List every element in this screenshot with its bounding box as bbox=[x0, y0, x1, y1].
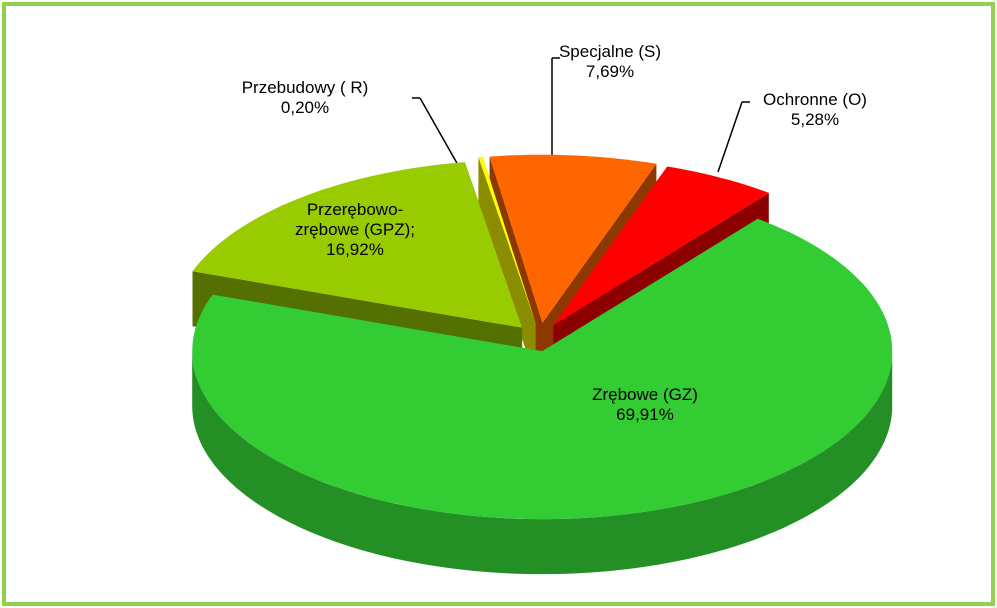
slice bbox=[192, 162, 523, 328]
leader-line bbox=[419, 97, 459, 166]
label-value: 69,91% bbox=[616, 405, 674, 424]
leader-line bbox=[717, 101, 743, 173]
data-label: Ochronne (O) 5,28% bbox=[735, 90, 895, 130]
slice bbox=[553, 166, 769, 326]
data-label: Specjalne (S) 7,69% bbox=[530, 42, 690, 82]
data-label: Zrębowe (GZ) 69,91% bbox=[585, 385, 705, 425]
label-value: 0,20% bbox=[280, 98, 330, 117]
label-value: 5,28% bbox=[790, 110, 840, 129]
slice bbox=[478, 156, 536, 323]
data-label: Przebudowy ( R) 0,20% bbox=[225, 78, 385, 118]
data-label: Przerębowo-zrębowe (GPZ); 16,92% bbox=[280, 200, 430, 260]
label-name: Zrębowe (GZ) bbox=[592, 385, 698, 404]
slice-side bbox=[482, 156, 536, 378]
slice-wall bbox=[192, 351, 893, 575]
label-name: Ochronne (O) bbox=[763, 90, 867, 109]
label-name: Przebudowy ( R) bbox=[241, 78, 369, 97]
label-name: Specjalne (S) bbox=[558, 42, 662, 61]
label-value: 7,69% bbox=[585, 62, 635, 81]
slice bbox=[192, 218, 893, 520]
label-name: Przerębowo-zrębowe (GPZ); bbox=[295, 200, 415, 239]
slice bbox=[489, 154, 657, 323]
label-value: 16,92% bbox=[326, 240, 384, 259]
